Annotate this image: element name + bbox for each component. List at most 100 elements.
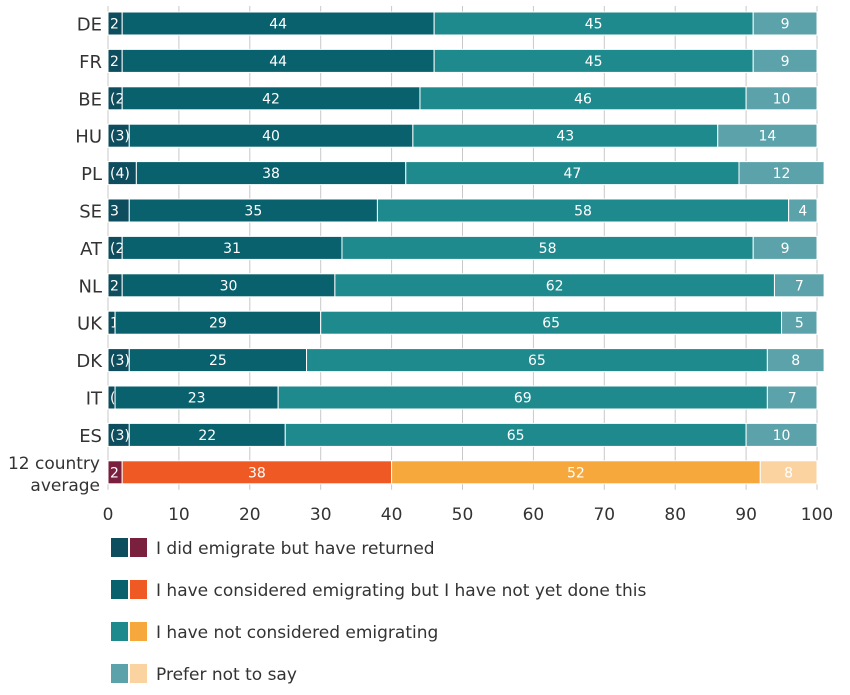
x-tick-label: 70 xyxy=(593,505,615,525)
bar-segment xyxy=(766,385,818,410)
bar-segment xyxy=(745,86,818,111)
x-tick-label: 50 xyxy=(452,505,474,525)
legend-swatch xyxy=(111,664,128,683)
x-tick-label: 60 xyxy=(523,505,545,525)
data-label: 46 xyxy=(574,91,592,107)
data-label: 45 xyxy=(585,54,603,70)
x-tick-label: 10 xyxy=(168,505,190,525)
data-label: 25 xyxy=(209,353,227,369)
data-label: (4) xyxy=(110,166,130,182)
category-label: HU xyxy=(75,127,102,148)
legend: I did emigrate but have returned I have c… xyxy=(111,538,646,685)
data-label: 43 xyxy=(556,129,574,145)
legend-swatch xyxy=(111,538,128,557)
x-axis: 0 10 20 30 40 50 60 70 80 90 100 xyxy=(103,505,834,525)
data-label: 8 xyxy=(784,465,793,481)
data-label: 44 xyxy=(269,17,287,33)
data-label: 2 xyxy=(110,465,119,481)
data-label: 4 xyxy=(798,204,807,220)
category-label: average xyxy=(30,476,100,496)
bar-segment xyxy=(738,161,825,186)
category-label: IT xyxy=(86,389,103,410)
data-label: 9 xyxy=(781,54,790,70)
legend-label: I have considered emigrating but I have … xyxy=(156,581,646,601)
category-label: DE xyxy=(77,15,102,36)
category-label: BE xyxy=(78,89,102,110)
data-label: 9 xyxy=(781,241,790,257)
legend-label: I have not considered emigrating xyxy=(156,623,438,643)
data-label: 65 xyxy=(542,316,560,332)
data-label: 14 xyxy=(758,129,776,145)
data-label: 58 xyxy=(539,241,557,257)
data-label: 30 xyxy=(220,278,238,294)
data-label: (3) xyxy=(110,129,130,145)
data-label: 52 xyxy=(567,465,585,481)
data-label: 1 xyxy=(110,316,119,332)
category-label: FR xyxy=(79,52,102,73)
legend-label: Prefer not to say xyxy=(156,665,297,685)
data-label: 2 xyxy=(110,17,119,33)
bar-segment xyxy=(717,123,818,148)
legend-swatch xyxy=(130,622,147,641)
category-labels: DE FR BE HU PL SE AT NL UK DK IT ES 12 countryaverag… xyxy=(8,15,103,496)
data-label: 22 xyxy=(198,428,216,444)
data-label: 38 xyxy=(248,465,266,481)
data-label: 2 xyxy=(110,278,119,294)
data-label: 5 xyxy=(795,316,804,332)
data-label: 10 xyxy=(773,428,791,444)
legend-swatch xyxy=(111,622,128,641)
bar-segment xyxy=(788,198,818,223)
legend-label: I did emigrate but have returned xyxy=(156,539,435,559)
bar-segment xyxy=(752,48,818,73)
bar-segment xyxy=(759,460,818,485)
category-label: PL xyxy=(81,164,102,185)
data-label: 45 xyxy=(585,17,603,33)
legend-swatch xyxy=(111,580,128,599)
data-label: 8 xyxy=(791,353,800,369)
data-label: 29 xyxy=(209,316,227,332)
data-label: 35 xyxy=(244,204,262,220)
legend-swatch xyxy=(130,664,147,683)
category-label: NL xyxy=(79,276,103,297)
bar-segment xyxy=(752,235,818,260)
data-label: 69 xyxy=(514,391,532,407)
data-label: (3) xyxy=(110,353,130,369)
data-label: 23 xyxy=(188,391,206,407)
data-label: 65 xyxy=(507,428,525,444)
x-tick-label: 20 xyxy=(239,505,261,525)
data-label: 58 xyxy=(574,204,592,220)
x-tick-label: 40 xyxy=(381,505,403,525)
category-label: UK xyxy=(77,314,103,335)
category-label: SE xyxy=(79,202,102,223)
legend-swatch xyxy=(130,580,147,599)
data-label: 2 xyxy=(110,54,119,70)
category-label: AT xyxy=(80,239,103,260)
data-label: 44 xyxy=(269,54,287,70)
category-label: 12 country xyxy=(8,454,100,474)
category-label: DK xyxy=(76,351,103,372)
data-label: 7 xyxy=(788,391,797,407)
data-label: 9 xyxy=(781,17,790,33)
data-label: 7 xyxy=(795,278,804,294)
x-tick-label: 90 xyxy=(735,505,757,525)
data-label: (3) xyxy=(110,428,130,444)
bar-segment xyxy=(752,11,818,36)
data-label: 3 xyxy=(110,204,119,220)
x-tick-label: 30 xyxy=(310,505,332,525)
x-tick-label: 100 xyxy=(801,505,833,525)
data-label: 65 xyxy=(528,353,546,369)
bar-segment xyxy=(766,348,825,373)
bar-segment xyxy=(781,310,818,335)
data-label: 38 xyxy=(262,166,280,182)
data-label: 10 xyxy=(773,91,791,107)
data-label: 47 xyxy=(563,166,581,182)
bar-segment xyxy=(745,422,818,447)
category-label: ES xyxy=(79,426,102,447)
data-label: 40 xyxy=(262,129,280,145)
bar-segment xyxy=(773,273,825,298)
data-label: 31 xyxy=(223,241,241,257)
x-tick-label: 80 xyxy=(664,505,686,525)
data-label: 62 xyxy=(546,278,564,294)
legend-swatch xyxy=(130,538,147,557)
